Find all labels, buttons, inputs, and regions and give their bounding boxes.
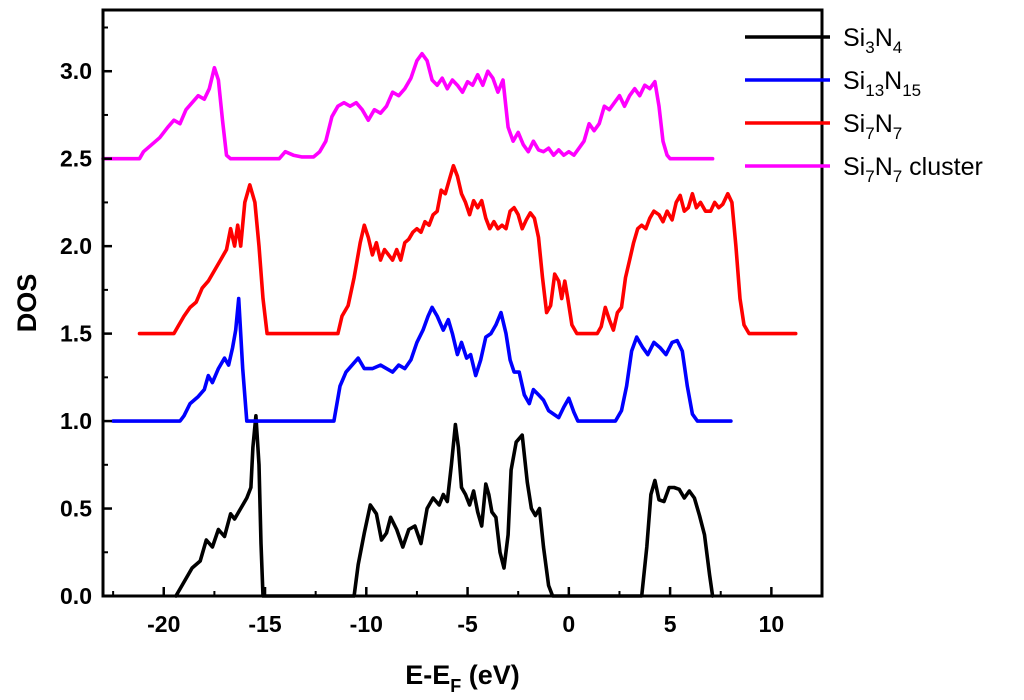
y-axis: 0.0 0.5 1.0 1.5 2.0 2.5 3.0 bbox=[60, 26, 112, 609]
plot-frame bbox=[101, 8, 824, 598]
y-tick-label: 1.0 bbox=[60, 408, 92, 434]
y-tick-label: 0.5 bbox=[60, 496, 92, 522]
legend-label: Si13N15 bbox=[843, 67, 921, 100]
series-line bbox=[111, 296, 733, 423]
x-axis-title-main: E-E bbox=[405, 660, 450, 690]
series-line bbox=[137, 163, 798, 336]
x-tick-label: -10 bbox=[350, 611, 383, 637]
x-tick-label: -5 bbox=[457, 611, 478, 637]
x-tick-label: 10 bbox=[759, 611, 785, 637]
legend-label: Si7N7 cluster bbox=[843, 153, 983, 186]
x-axis-title-tail: (eV) bbox=[461, 660, 520, 690]
x-tick-label: -15 bbox=[248, 611, 281, 637]
legend-label: Si3N4 bbox=[843, 24, 902, 57]
legend-label: Si7N7 bbox=[843, 110, 902, 143]
series-line bbox=[101, 51, 715, 161]
series-layer bbox=[101, 51, 798, 598]
x-tick-label: -20 bbox=[147, 611, 180, 637]
y-tick-label: 2.5 bbox=[60, 146, 92, 172]
x-axis-title: E-EF (eV) bbox=[405, 660, 520, 696]
y-tick-label: 3.0 bbox=[60, 58, 92, 84]
x-axis-title-sub: F bbox=[450, 676, 461, 696]
y-axis-title: DOS bbox=[12, 274, 42, 333]
legend: Si3N4 Si13N15 Si7N7 Si7N7 cluster bbox=[745, 24, 983, 186]
y-tick-label: 2.0 bbox=[60, 233, 92, 259]
y-tick-label: 1.5 bbox=[60, 321, 92, 347]
x-tick-label: 5 bbox=[664, 611, 677, 637]
x-tick-label: 0 bbox=[562, 611, 575, 637]
y-tick-label: 0.0 bbox=[60, 583, 92, 609]
series-line bbox=[174, 414, 715, 598]
x-axis: -20 -15 -10 -5 0 5 10 bbox=[112, 587, 823, 637]
